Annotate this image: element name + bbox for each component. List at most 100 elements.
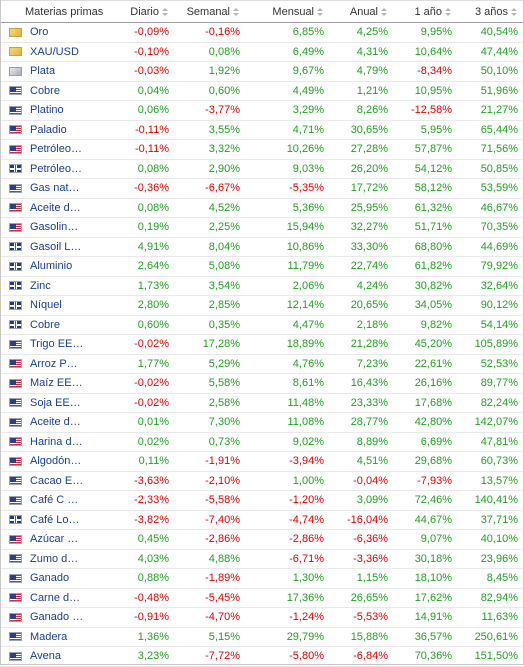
one-year-change-cell: 61,82%: [393, 256, 457, 277]
monthly-change-cell: 3,29%: [245, 100, 329, 121]
table-row[interactable]: Paladio -0,11% 3,55% 4,71% 30,65% 5,95% 65,44%: [1, 120, 523, 140]
table-row[interactable]: Arroz P… 1,77% 5,29% 4,76% 7,23% 22,61% 52,53%: [1, 354, 523, 374]
table-row[interactable]: Zinc 1,73% 3,54% 2,06% 4,24% 30,82% 32,64%: [1, 276, 523, 296]
table-row[interactable]: Azúcar … 0,45% -2,86% -2,86% -6,36% 9,07% 40,1…: [1, 529, 523, 550]
weekly-change-cell: -4,70%: [174, 607, 245, 628]
weekly-change-cell: 5,08%: [174, 256, 245, 277]
daily-change-cell: 3,23%: [113, 646, 174, 667]
table-row[interactable]: Harina d… 0,02% 0,73% 9,02% 8,89% 6,69% 47,81%: [1, 432, 523, 452]
table-row[interactable]: Carne d… -0,48% -5,45% 17,36% 26,65% 17,62% 82…: [1, 588, 523, 608]
commodity-link[interactable]: Aceite d…: [30, 416, 81, 429]
table-row[interactable]: Gasoil L… 4,91% 8,04% 10,86% 33,30% 68,80% 44,…: [1, 237, 523, 257]
weekly-change-cell: -0,16%: [174, 22, 245, 43]
column-header-three-years[interactable]: 3 años: [457, 0, 523, 23]
table-row[interactable]: Trigo EE… -0,02% 17,28% 18,89% 21,28% 45,20% 1…: [1, 334, 523, 355]
table-row[interactable]: Aluminio 2,64% 5,08% 11,79% 22,74% 61,82% 79,9…: [1, 256, 523, 277]
table-row[interactable]: Aceite d… 0,01% 7,30% 11,08% 28,77% 42,80% 142…: [1, 412, 523, 433]
us-flag-icon: [9, 456, 22, 466]
table-row[interactable]: Petróleo… -0,11% 3,32% 10,26% 27,28% 57,87% 71…: [1, 139, 523, 160]
table-row[interactable]: Cobre 0,60% 0,35% 4,47% 2,18% 9,82% 54,14%: [1, 315, 523, 335]
commodity-link[interactable]: Cobre: [30, 84, 60, 97]
table-row[interactable]: Cobre 0,04% 0,60% 4,49% 1,21% 10,95% 51,96%: [1, 81, 523, 101]
commodity-link[interactable]: Níquel: [30, 299, 62, 312]
table-row[interactable]: Platino 0,06% -3,77% 3,29% 8,26% -12,58% 21,27…: [1, 100, 523, 121]
weekly-change-cell: 5,58%: [174, 373, 245, 394]
table-row[interactable]: Plata -0,03% 1,92% 9,67% 4,79% -8,34% 50,10%: [1, 61, 523, 82]
commodity-link[interactable]: Petróleo…: [30, 143, 82, 156]
commodity-link[interactable]: Gasolin…: [30, 221, 79, 234]
commodity-link[interactable]: Cacao E…: [30, 474, 84, 487]
table-row[interactable]: Aceite d… 0,08% 4,52% 5,36% 25,95% 61,32% 46,6…: [1, 198, 523, 218]
table-row[interactable]: Soja EE… -0,02% 2,58% 11,48% 23,33% 17,68% 82,…: [1, 393, 523, 413]
column-header-one-year[interactable]: 1 año: [393, 0, 457, 23]
table-row[interactable]: Oro -0,09% -0,16% 6,85% 4,25% 9,95% 40,54%: [1, 22, 523, 43]
column-header-monthly[interactable]: Mensual: [245, 0, 329, 23]
commodity-link[interactable]: Oro: [30, 26, 49, 39]
table-row[interactable]: Gas nat… -0,36% -6,67% -5,35% 17,72% 58,12% 53…: [1, 178, 523, 199]
us-flag-icon: [9, 105, 22, 115]
table-row[interactable]: Café C … -2,33% -5,58% -1,20% 3,09% 72,46% 140…: [1, 490, 523, 511]
three-years-change-cell: 60,73%: [457, 451, 523, 472]
table-row[interactable]: Ganado … -0,91% -4,70% -1,24% -5,53% 14,91% 11…: [1, 607, 523, 628]
commodity-link[interactable]: Avena: [30, 650, 61, 663]
one-year-change-cell: 30,18%: [393, 549, 457, 569]
commodity-name-cell: Carne d…: [1, 588, 113, 608]
commodity-link[interactable]: Aceite d…: [30, 201, 81, 214]
column-header-annual[interactable]: Anual: [329, 0, 393, 23]
daily-change-cell: -2,33%: [113, 490, 174, 511]
commodity-link[interactable]: Ganado …: [30, 611, 84, 624]
uk-flag-icon: [9, 164, 22, 174]
commodity-link[interactable]: Harina d…: [30, 435, 83, 448]
column-header-name[interactable]: Materias primas: [1, 0, 113, 23]
monthly-change-cell: 9,02%: [245, 432, 329, 452]
table-row[interactable]: Petróleo… 0,08% 2,90% 9,03% 26,20% 54,12% 50,8…: [1, 159, 523, 179]
weekly-change-cell: -3,77%: [174, 100, 245, 121]
table-row[interactable]: Algodón… 0,11% -1,91% -3,94% 4,51% 29,68% 60,7…: [1, 451, 523, 472]
daily-change-cell: -0,02%: [113, 393, 174, 413]
commodity-link[interactable]: Cobre: [30, 318, 60, 331]
commodity-link[interactable]: Gasoil L…: [30, 240, 82, 253]
table-row[interactable]: Zumo d… 4,03% 4,88% -6,71% -3,36% 30,18% 23,96…: [1, 549, 523, 569]
table-row[interactable]: Cacao E… -3,63% -2,10% 1,00% -0,04% -7,93% 13,…: [1, 471, 523, 491]
table-row[interactable]: Ganado 0,88% -1,89% 1,30% 1,15% 18,10% 8,45%: [1, 568, 523, 589]
commodity-link[interactable]: Zinc: [30, 279, 51, 292]
commodity-link[interactable]: Aluminio: [30, 260, 73, 273]
table-row[interactable]: Madera 1,36% 5,15% 29,79% 15,88% 36,57% 250,61…: [1, 627, 523, 647]
table-row[interactable]: Maíz EE… -0,02% 5,58% 8,61% 16,43% 26,16% 89,7…: [1, 373, 523, 394]
three-years-change-cell: 51,96%: [457, 81, 523, 101]
three-years-change-cell: 140,41%: [457, 490, 523, 511]
commodity-link[interactable]: Azúcar …: [30, 533, 79, 546]
us-flag-icon: [9, 222, 22, 232]
commodity-link[interactable]: Petróleo…: [30, 162, 82, 175]
commodity-link[interactable]: XAU/USD: [30, 45, 79, 58]
commodity-link[interactable]: Zumo d…: [30, 552, 79, 565]
weekly-change-cell: 7,30%: [174, 412, 245, 433]
commodity-link[interactable]: Plata: [30, 65, 56, 78]
commodity-link[interactable]: Soja EE…: [30, 396, 81, 409]
column-header-weekly[interactable]: Semanal: [174, 0, 245, 23]
commodity-link[interactable]: Paladio: [30, 123, 67, 136]
daily-change-cell: -0,91%: [113, 607, 174, 628]
column-header-daily[interactable]: Diario: [113, 0, 174, 23]
commodity-link[interactable]: Madera: [30, 630, 68, 643]
table-header-row: Materias primas Diario Semanal Mensual A…: [1, 0, 523, 23]
commodity-link[interactable]: Platino: [30, 104, 64, 117]
commodity-link[interactable]: Ganado: [30, 572, 70, 585]
three-years-change-cell: 105,89%: [457, 334, 523, 355]
commodity-link[interactable]: Maíz EE…: [30, 377, 83, 390]
silver-commodity-icon: [9, 66, 22, 76]
table-row[interactable]: Avena 3,23% -7,72% -5,80% -6,84% 70,36% 151,50…: [1, 646, 523, 667]
table-row[interactable]: XAU/USD -0,10% 0,08% 6,49% 4,31% 10,64% 47,44%: [1, 42, 523, 62]
annual-change-cell: 7,23%: [329, 354, 393, 374]
commodity-link[interactable]: Gas nat…: [30, 182, 80, 195]
table-row[interactable]: Gasolin… 0,19% 2,25% 15,94% 32,27% 51,71% 70,3…: [1, 217, 523, 238]
commodity-link[interactable]: Arroz P…: [30, 357, 78, 370]
commodity-link[interactable]: Café C …: [30, 494, 79, 507]
table-row[interactable]: Café Lo… -3,82% -7,40% -4,74% -16,04% 44,67% 3…: [1, 510, 523, 530]
commodity-link[interactable]: Algodón…: [30, 455, 82, 468]
commodity-link[interactable]: Carne d…: [30, 591, 81, 604]
weekly-change-cell: -5,58%: [174, 490, 245, 511]
commodity-link[interactable]: Café Lo…: [30, 513, 80, 526]
table-row[interactable]: Níquel 2,80% 2,85% 12,14% 20,65% 34,05% 90,12%: [1, 295, 523, 316]
commodity-link[interactable]: Trigo EE…: [30, 338, 84, 351]
